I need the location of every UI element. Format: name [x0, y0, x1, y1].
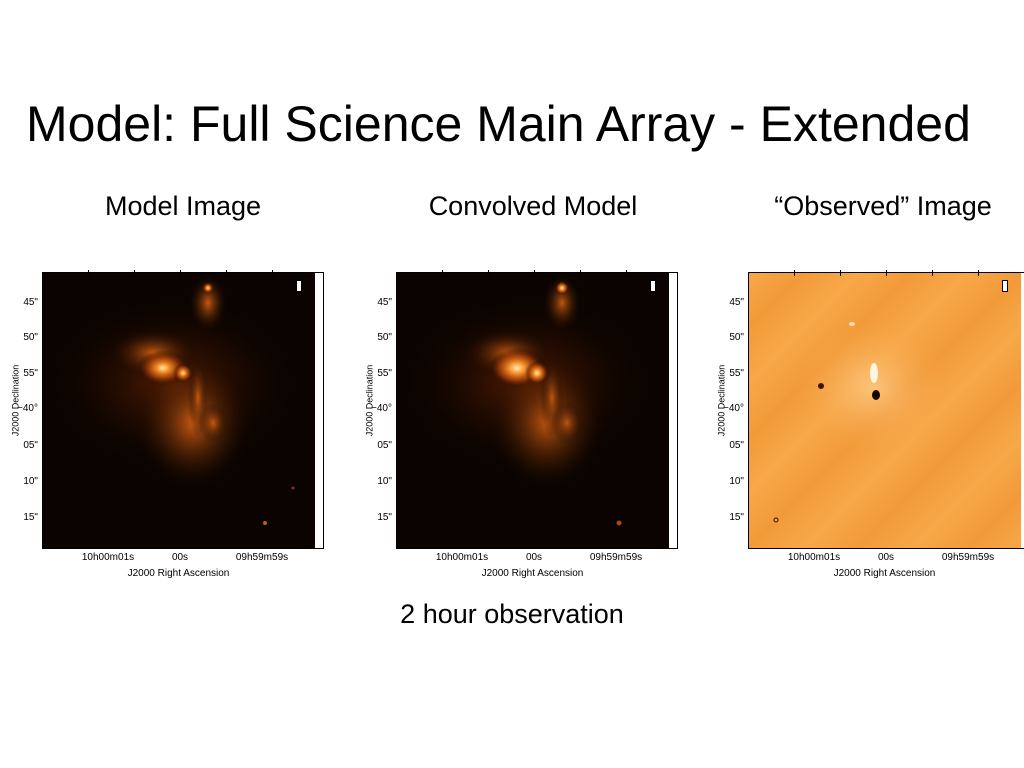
y-tick-label: 05"	[377, 440, 392, 451]
y-tick-label: 50"	[23, 332, 38, 343]
y-tick-label: 55"	[23, 368, 38, 379]
convolved-model-plot	[396, 272, 671, 549]
convolved-model-frame-edge	[669, 272, 678, 549]
y-tick-label: 15"	[23, 512, 38, 523]
x-tick-label: 09h59m59s	[235, 552, 289, 563]
y-tick-label: 15"	[377, 512, 392, 523]
y-tick-label: 10"	[377, 476, 392, 487]
y-tick-label: 05"	[729, 440, 744, 451]
y-tick-label: 45"	[377, 297, 392, 308]
y-tick-label: 10"	[729, 476, 744, 487]
panel-model-image: 45" 50" 55" −40° 05" 10" 15" J2000 Decli…	[0, 270, 324, 588]
x-tick-label: 00s	[171, 552, 189, 563]
top-tick	[580, 270, 581, 276]
top-tick	[978, 270, 979, 276]
y-tick-label: 55"	[377, 368, 392, 379]
x-tick-label: 09h59m59s	[941, 552, 995, 563]
top-tick	[886, 270, 887, 276]
top-tick	[534, 270, 535, 276]
y-tick-label: −40°	[723, 403, 744, 414]
x-tick-label: 10h00m01s	[81, 552, 135, 563]
y-tick-label: 15"	[729, 512, 744, 523]
y-tick-label: 50"	[377, 332, 392, 343]
x-axis-title: J2000 Right Ascension	[481, 568, 584, 579]
y-tick-label: 45"	[729, 297, 744, 308]
observed-image-frame-edge	[1021, 272, 1024, 549]
model-image-frame-edge	[315, 272, 324, 549]
y-tick-label: 55"	[729, 368, 744, 379]
x-tick-label: 00s	[525, 552, 543, 563]
x-axis-title: J2000 Right Ascension	[127, 568, 230, 579]
y-tick-label: 10"	[23, 476, 38, 487]
model-image-raster	[43, 273, 316, 548]
x-tick-label: 00s	[877, 552, 895, 563]
top-tick	[272, 270, 273, 276]
top-tick	[488, 270, 489, 276]
x-tick-label: 10h00m01s	[435, 552, 489, 563]
panel-convolved-model: 45" 50" 55" −40° 05" 10" 15" J2000 Decli…	[354, 270, 678, 588]
observed-image-raster	[749, 273, 1022, 548]
top-tick	[226, 270, 227, 276]
top-tick	[88, 270, 89, 276]
observed-image-plot	[748, 272, 1023, 549]
model-image-plot	[42, 272, 317, 549]
observation-caption: 2 hour observation	[400, 599, 624, 629]
panel-observed-image: 45" 50" 55" −40° 05" 10" 15" J2000 Decli…	[706, 270, 1024, 588]
x-axis-title: J2000 Right Ascension	[833, 568, 936, 579]
y-axis-title: J2000 Declination	[716, 364, 727, 437]
panel-subtitle-convolved-model: Convolved Model	[428, 191, 638, 221]
top-tick	[626, 270, 627, 276]
top-tick	[794, 270, 795, 276]
top-tick	[442, 270, 443, 276]
panel-subtitle-observed-image: “Observed” Image	[774, 191, 992, 221]
beam-marker	[296, 280, 302, 292]
panel-subtitle-model-image: Model Image	[104, 191, 262, 221]
y-tick-label: 50"	[729, 332, 744, 343]
y-tick-label: 45"	[23, 297, 38, 308]
x-tick-label: 09h59m59s	[589, 552, 643, 563]
y-tick-label: −40°	[17, 403, 38, 414]
y-axis-title: J2000 Declination	[10, 364, 21, 437]
top-tick	[840, 270, 841, 276]
beam-marker	[650, 280, 656, 292]
y-axis-title: J2000 Declination	[364, 364, 375, 437]
x-tick-label: 10h00m01s	[787, 552, 841, 563]
top-tick	[932, 270, 933, 276]
top-tick	[134, 270, 135, 276]
y-tick-label: 05"	[23, 440, 38, 451]
convolved-model-raster	[397, 273, 670, 548]
y-tick-label: −40°	[371, 403, 392, 414]
beam-marker	[1002, 280, 1008, 292]
slide-title: Model: Full Science Main Array - Extende…	[26, 96, 971, 152]
top-tick	[180, 270, 181, 276]
